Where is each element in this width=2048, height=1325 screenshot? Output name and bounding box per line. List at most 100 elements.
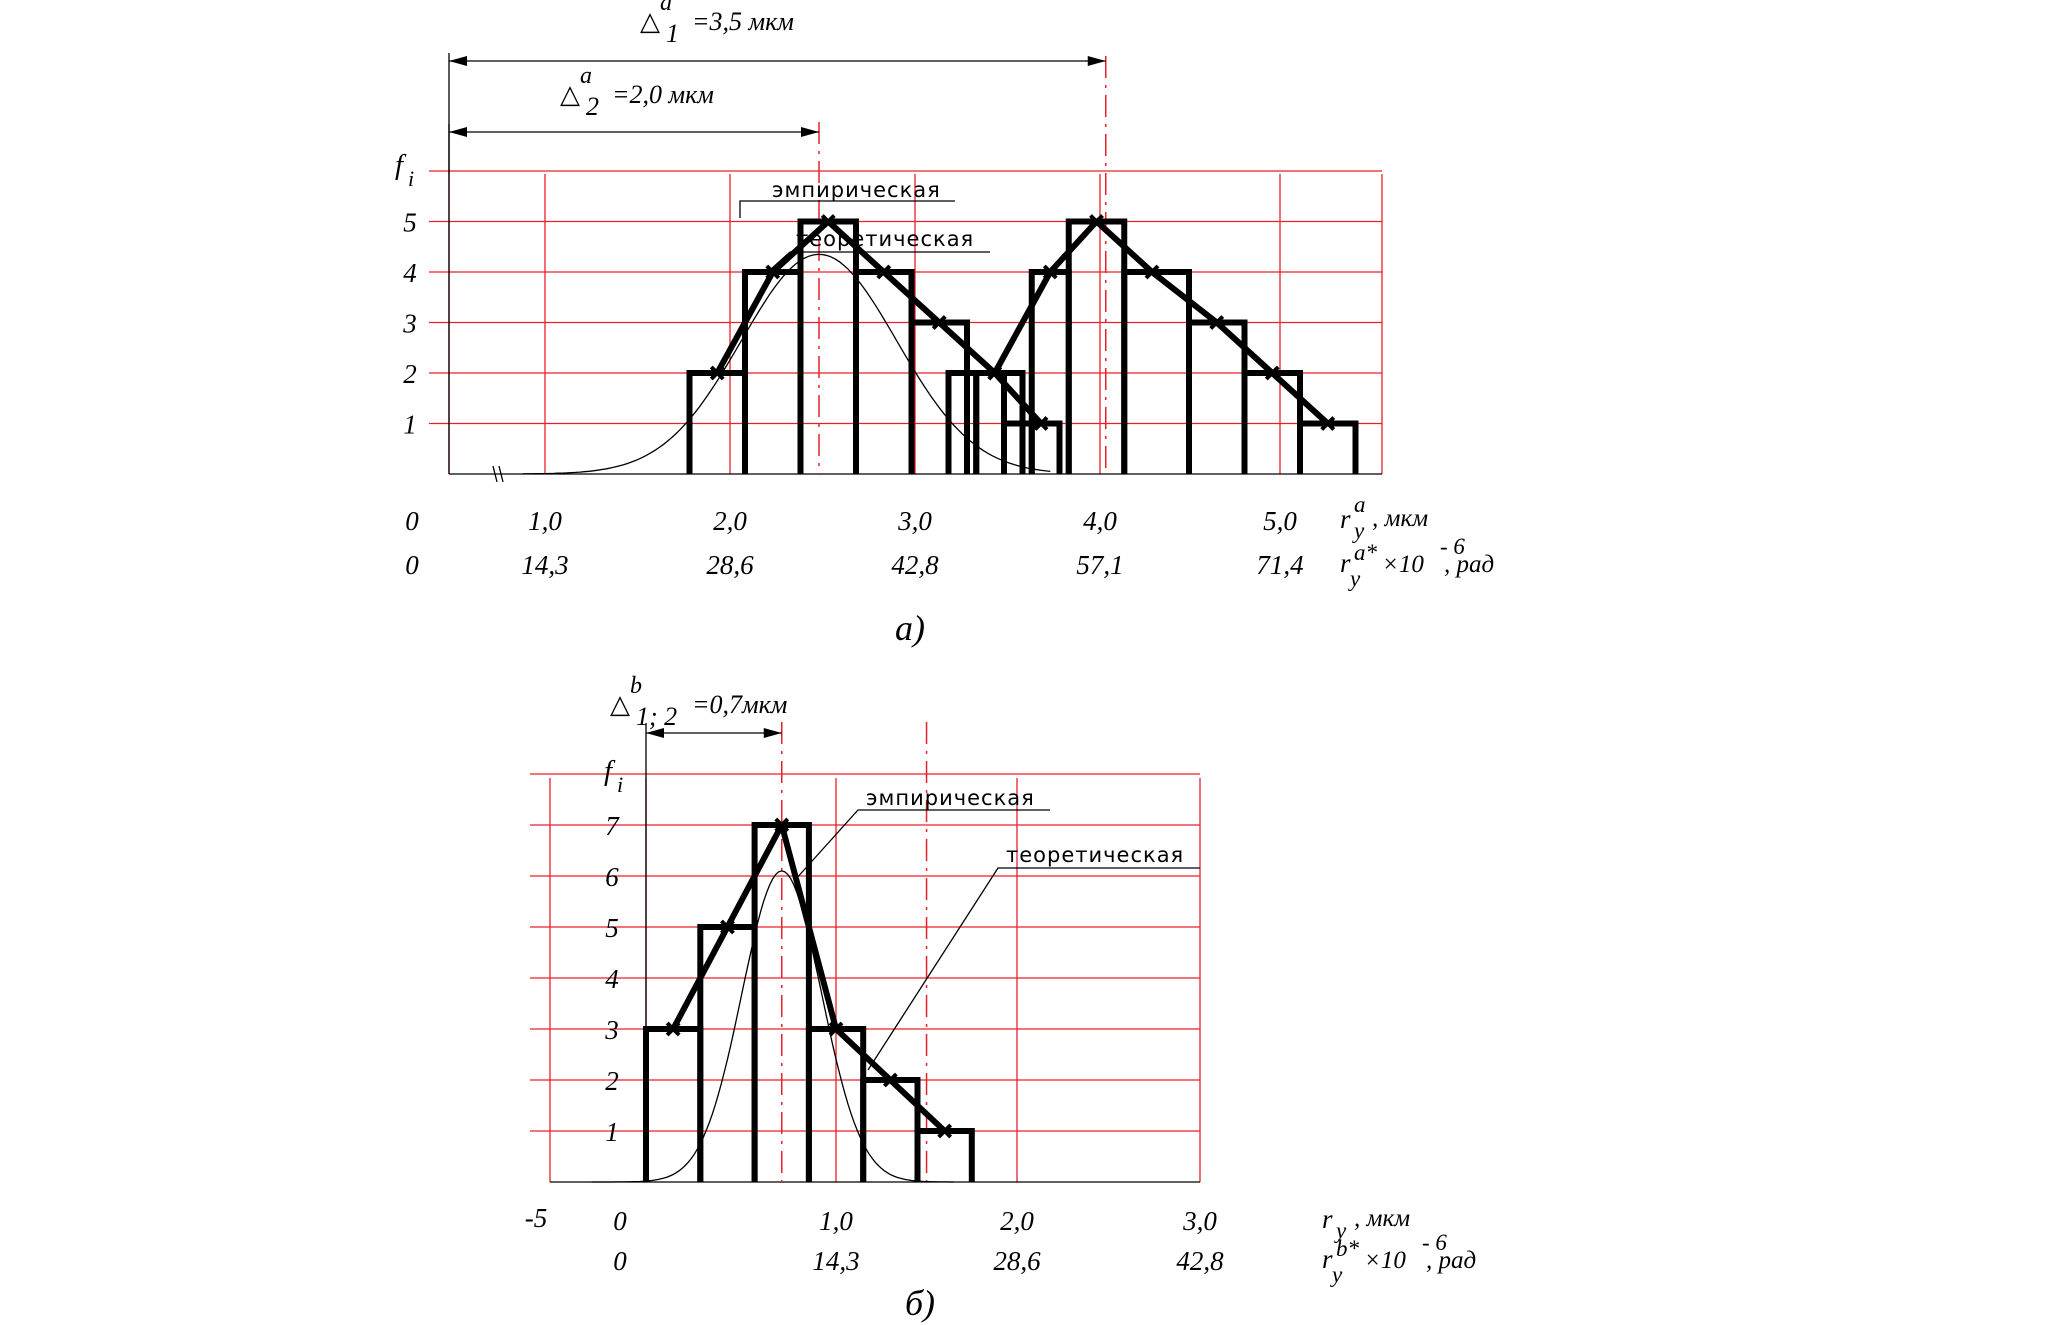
annotation-sub: 1 xyxy=(666,19,679,48)
y-tick-label: 1 xyxy=(403,410,417,440)
legend-label-empirical: эмпирическая xyxy=(866,786,1035,810)
y-tick-label: 1 xyxy=(605,1117,619,1147)
x-origin-label: 0 xyxy=(613,1206,627,1236)
polygon-point-marker xyxy=(937,1123,953,1139)
x-tick-label: 2,0 xyxy=(713,506,747,536)
x-tick-label: 1,0 xyxy=(528,506,562,536)
x-axis-title-sup: a xyxy=(1354,492,1366,517)
histogram-bar xyxy=(1001,420,1035,474)
y-tick-label: 5 xyxy=(605,913,619,943)
x2-origin-label: 0 xyxy=(613,1246,627,1276)
polygon-point-marker xyxy=(1264,365,1280,381)
dimension-arrow-right xyxy=(763,728,782,738)
annotation-symbol: △ xyxy=(610,690,630,720)
histogram-bar xyxy=(1297,420,1359,474)
annotation-sub: 1; 2 xyxy=(636,702,677,731)
x2-axis-title: r xyxy=(1340,548,1351,578)
y-tick-label: 7 xyxy=(605,811,620,841)
y-axis-label: f xyxy=(604,755,616,787)
theoretical-curve xyxy=(591,870,954,1183)
polygon-point-marker xyxy=(931,315,947,330)
polygon-point-marker xyxy=(987,365,1003,381)
polygon-point-marker xyxy=(828,1021,844,1037)
chart-a: 1 2 3 4 5 f i 0 0 1,0 2,0 3,0 4,0 5,0 14,3 28,6 42,8 57,1… xyxy=(395,0,1494,648)
x-axis-title-unit: , мкм xyxy=(1354,1205,1410,1232)
y-tick-label: 4 xyxy=(403,258,417,288)
y-tick-label: 3 xyxy=(604,1015,619,1045)
x-axis-title: r xyxy=(1322,1204,1333,1234)
legend-leader-empirical xyxy=(739,200,955,218)
x2-tick-label: 14,3 xyxy=(812,1246,859,1276)
histogram-bar xyxy=(643,1026,704,1182)
polygon-point-marker xyxy=(774,817,790,833)
histogram-bar xyxy=(797,218,859,474)
y-axis-label: f xyxy=(395,149,407,181)
polygon-point-marker xyxy=(709,365,725,381)
x-tick-label: 4,0 xyxy=(1083,506,1117,536)
theoretical-curve xyxy=(523,253,1051,475)
x-origin-label: 0 xyxy=(405,506,419,536)
x-axis-title-sub: y xyxy=(1334,1218,1347,1243)
dimension-arrow-left xyxy=(449,127,467,137)
legend-leader-theoretical xyxy=(867,867,1200,1071)
x-tick-label: 3,0 xyxy=(1182,1206,1217,1236)
x2-tick-label: 42,8 xyxy=(891,550,939,580)
x-axis-title-unit: , мкм xyxy=(1372,505,1428,532)
x-tick-label: 5,0 xyxy=(1263,506,1297,536)
y-tick-label: 6 xyxy=(605,862,619,892)
y-axis-label-sub: i xyxy=(617,772,623,797)
polygon-point-marker xyxy=(720,919,735,935)
y-tick-label: 2 xyxy=(403,359,417,389)
legend-label-empirical: эмпирическая xyxy=(772,178,941,202)
polygon-point-marker xyxy=(1209,315,1225,330)
x2-axis-title-unit: , рад xyxy=(1426,1247,1476,1274)
chart-caption: а) xyxy=(895,608,925,648)
x2-axis-title-sup: a* xyxy=(1354,540,1378,565)
x2-axis-title-exp: - 6 xyxy=(1422,1230,1447,1255)
legend-label-theoretical: теоретическая xyxy=(1006,843,1184,867)
x2-tick-label: 14,3 xyxy=(521,550,568,580)
frequency-polygon xyxy=(670,822,947,1134)
x2-axis-title-mult: ×10 xyxy=(1382,551,1424,578)
dimension-arrow-right xyxy=(801,127,819,137)
y-axis-label-sub: i xyxy=(408,166,414,191)
legend-leader-empirical xyxy=(794,809,1050,881)
polygon-point-marker xyxy=(1320,416,1336,431)
dimension-arrow-left xyxy=(646,728,664,738)
x-axis-title: r xyxy=(1340,504,1351,534)
x2-axis-title-sub: y xyxy=(1330,1262,1343,1287)
x2-tick-label: 42,8 xyxy=(1176,1246,1224,1276)
x2-tick-label: 57,1 xyxy=(1076,550,1123,580)
annotation-sup: a xyxy=(660,0,672,16)
x2-tick-label: 71,4 xyxy=(1256,550,1303,580)
x-tick-label: 3,0 xyxy=(897,506,932,536)
histogram-bar xyxy=(908,319,970,474)
polygon-point-marker xyxy=(882,1072,898,1088)
x-tick-label: 2,0 xyxy=(1000,1206,1034,1236)
dimension-arrow-left xyxy=(449,56,467,66)
polygon-point-marker xyxy=(665,1021,681,1037)
x2-axis-title-mult: ×10 xyxy=(1364,1247,1406,1274)
x-extra-left-label: -5 xyxy=(525,1203,548,1233)
x2-axis-title-unit: , рад xyxy=(1444,551,1494,578)
y-tick-label: 5 xyxy=(403,208,417,238)
polygon-point-marker xyxy=(1042,264,1058,280)
polygon-point-marker xyxy=(876,264,892,280)
histogram-bar xyxy=(1065,218,1128,474)
x2-tick-label: 28,6 xyxy=(993,1246,1041,1276)
legend-leader-theoretical xyxy=(769,251,990,271)
annotation-text: =0,7мкм xyxy=(692,690,787,719)
annotation-text: =3,5 мкм xyxy=(692,7,794,36)
chart-caption: б) xyxy=(905,1283,935,1323)
annotation-sup: b xyxy=(630,673,642,699)
annotation-symbol: △ xyxy=(640,7,660,37)
polygon-point-marker xyxy=(1144,264,1160,280)
polygon-point-marker xyxy=(765,264,781,280)
axis-break-mark xyxy=(492,465,504,483)
x-tick-label: 1,0 xyxy=(819,1206,853,1236)
x2-axis-title-sub: y xyxy=(1348,566,1361,591)
annotation-sub: 2 xyxy=(586,92,599,121)
legend-label-theoretical: теоретическая xyxy=(796,227,974,251)
